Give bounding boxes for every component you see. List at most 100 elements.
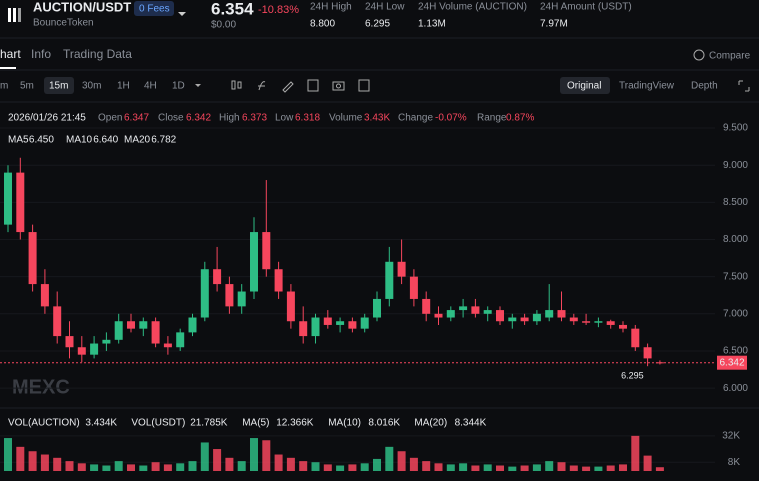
volume-bar xyxy=(237,461,246,471)
volume-bar xyxy=(336,465,345,471)
volume-bar xyxy=(655,467,664,471)
volume-bar xyxy=(188,461,197,471)
vol-legend-value: 12.366K xyxy=(276,418,314,429)
volume-bar xyxy=(102,465,111,471)
candle-body xyxy=(299,321,308,337)
compare[interactable]: Compare xyxy=(709,51,751,62)
candle-body xyxy=(557,310,566,318)
candle-body xyxy=(65,336,74,348)
volume-bar xyxy=(40,454,49,471)
candle-body xyxy=(385,261,394,299)
volume-bar xyxy=(496,465,504,471)
volume-bar xyxy=(65,461,74,471)
view[interactable]: TradingView xyxy=(619,81,675,92)
fullscreen[interactable] xyxy=(738,80,750,92)
candle-body xyxy=(127,321,135,329)
info-value: 6.318 xyxy=(295,113,320,124)
view-active xyxy=(560,77,610,94)
candle-body xyxy=(40,284,49,307)
candle-body xyxy=(569,317,578,322)
interval[interactable]: 4H xyxy=(144,81,157,92)
interval[interactable]: 30m xyxy=(82,81,101,92)
volume-bar xyxy=(250,438,258,471)
view[interactable]: Depth xyxy=(691,81,718,92)
candle-body xyxy=(446,310,455,318)
y-tick-label: 8.500 xyxy=(723,197,748,208)
stat-label: 24H Volume (AUCTION) xyxy=(418,2,527,13)
volume-bar xyxy=(176,463,185,471)
interval[interactable]: 1D xyxy=(172,81,185,92)
volume-bar xyxy=(213,449,222,471)
candle-body xyxy=(225,284,234,307)
candle-body xyxy=(16,172,25,233)
info-value: 6.347 xyxy=(124,113,149,124)
stat-value: 1.13M xyxy=(418,19,446,30)
info-label: Close xyxy=(158,113,184,124)
ma-value: 6.450 xyxy=(29,135,54,146)
watermark: MEXC xyxy=(12,376,70,398)
y-tick-label: 9.500 xyxy=(723,123,748,134)
vol-legend-name: MA(5) xyxy=(242,418,269,429)
vol-tick-label: 8K xyxy=(728,457,741,468)
volume-bar xyxy=(262,440,271,471)
volume-bar xyxy=(360,463,369,471)
tab[interactable]: hart xyxy=(0,47,21,61)
vol-legend-value: 3.434K xyxy=(85,418,117,429)
interval-active xyxy=(44,77,74,94)
volume-bar xyxy=(422,461,431,471)
view[interactable]: Original xyxy=(567,81,601,92)
info-label: Change xyxy=(398,113,433,124)
interval-dropdown[interactable] xyxy=(195,84,201,87)
volume-bar xyxy=(471,465,480,471)
candle-body xyxy=(655,362,664,364)
stat-value: 8.800 xyxy=(310,19,335,30)
token: BounceToken xyxy=(33,18,94,29)
candle-body xyxy=(582,321,591,323)
pair-dropdown[interactable] xyxy=(178,12,186,16)
stat-label: 24H High xyxy=(310,2,352,13)
interval[interactable]: 15m xyxy=(49,81,68,92)
price-tag xyxy=(717,355,747,370)
volume-bar xyxy=(127,464,135,471)
stat-label: 24H Low xyxy=(365,2,405,13)
volume-bar xyxy=(323,464,332,471)
stat-value: 7.97M xyxy=(540,19,568,30)
tab[interactable]: Trading Data xyxy=(63,47,132,61)
candle-body xyxy=(237,291,246,307)
stat-label: 24H Amount (USDT) xyxy=(540,2,632,13)
volume-bar xyxy=(311,462,320,471)
vol-legend-name: VOL(USDT) xyxy=(131,418,185,429)
candle-body xyxy=(545,310,554,318)
vol-legend-name: MA(20) xyxy=(414,418,447,429)
fees: 0 Fees xyxy=(139,4,170,15)
candle-body xyxy=(90,343,99,355)
candle-body xyxy=(286,291,295,322)
pair[interactable]: AUCTION/USDT xyxy=(33,0,131,14)
info-label: Volume xyxy=(329,113,363,124)
interval[interactable]: 1H xyxy=(117,81,130,92)
compare-icon xyxy=(693,49,705,61)
candle-body xyxy=(397,261,406,277)
candle-body xyxy=(508,317,517,322)
candle-body xyxy=(348,321,357,329)
candle-body xyxy=(77,347,86,355)
candle-body xyxy=(4,172,12,225)
volume-bar xyxy=(299,461,308,471)
candle-body xyxy=(606,321,615,325)
tab[interactable]: Info xyxy=(31,47,51,61)
candle-body xyxy=(619,324,627,329)
info-label: Range xyxy=(477,113,507,124)
volume-bar xyxy=(225,457,234,471)
candle-body xyxy=(373,298,381,318)
vol-legend-value: 21.785K xyxy=(190,418,228,429)
candle-body xyxy=(213,269,222,285)
interval[interactable]: 5m xyxy=(20,81,34,92)
tool-icons xyxy=(231,79,370,93)
candle-body xyxy=(139,321,148,329)
y-tick-label: 7.000 xyxy=(723,308,748,319)
volume-bar xyxy=(28,451,37,471)
volume-bar xyxy=(483,464,492,471)
volume-bar xyxy=(139,465,148,471)
interval[interactable]: m xyxy=(0,81,8,92)
